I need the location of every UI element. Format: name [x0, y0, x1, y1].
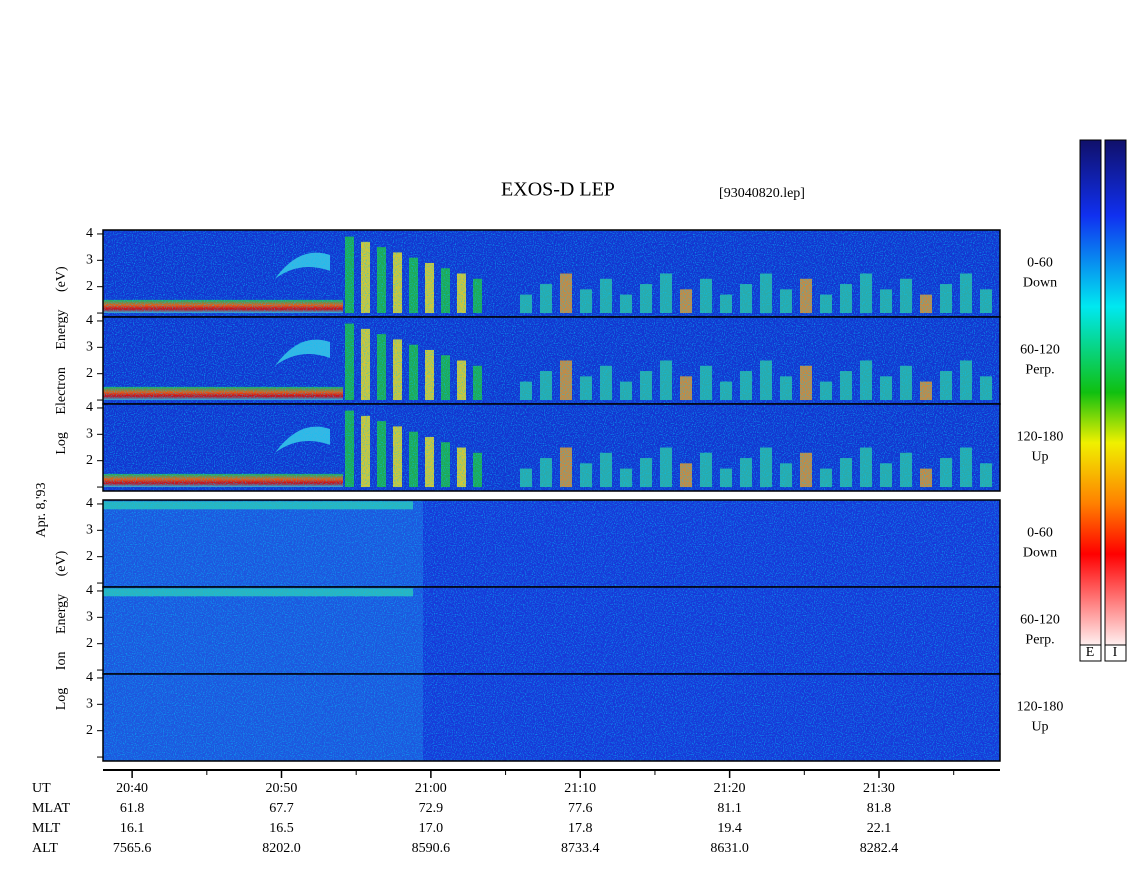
y-tick-label: 3	[86, 253, 93, 268]
panel-label: 0-60	[1027, 256, 1053, 271]
x-tick-label: 21:20	[714, 781, 746, 796]
ephemeris-row-name: UT	[32, 781, 51, 796]
spectrogram-texture	[103, 587, 1000, 674]
colorbar	[1079, 139, 1102, 646]
spectrogram-texture	[103, 317, 1000, 404]
panel-frame	[102, 673, 1001, 762]
colorbar-box	[1104, 644, 1127, 662]
ephemeris-value: 19.4	[717, 821, 742, 836]
ephemeris-value: 17.8	[568, 821, 593, 836]
ephemeris-value: 16.1	[120, 821, 145, 836]
y-tick-label: 3	[86, 697, 93, 712]
ephemeris-row-name: ALT	[32, 841, 58, 856]
ephemeris-value: 22.1	[867, 821, 892, 836]
x-tick-label: 21:10	[564, 781, 596, 796]
ephemeris-value: 72.9	[419, 801, 444, 816]
ephemeris-value: 81.1	[717, 801, 742, 816]
y-tick-label: 3	[86, 427, 93, 442]
y-axis-label: Log Ion Energy (eV)	[54, 550, 69, 710]
y-tick-label: 4	[86, 313, 93, 328]
panel-label: Perp.	[1025, 633, 1054, 648]
panel	[102, 229, 1001, 318]
panel-frame	[102, 403, 1001, 492]
panel	[102, 499, 1001, 588]
y-tick-label: 4	[86, 496, 93, 511]
colorbar-label: I	[1113, 645, 1118, 660]
ephemeris-value: 8202.0	[262, 841, 301, 856]
y-tick-label: 3	[86, 610, 93, 625]
panel	[102, 403, 1001, 492]
y-tick-label: 2	[86, 549, 93, 564]
x-tick-label: 20:50	[266, 781, 298, 796]
y-tick-label: 4	[86, 583, 93, 598]
ephemeris-value: 67.7	[269, 801, 294, 816]
panel-label: 0-60	[1027, 526, 1053, 541]
y-tick-label: 4	[86, 226, 93, 241]
colorbars: E I	[1079, 139, 1127, 662]
panel	[102, 586, 1001, 675]
panel-label: Down	[1023, 276, 1057, 291]
y-tick-label: 2	[86, 636, 93, 651]
colorbar-box	[1079, 644, 1102, 662]
ephemeris-row-name: MLT	[32, 821, 61, 836]
ephemeris-value: 81.8	[867, 801, 892, 816]
x-tick-label: 20:40	[116, 781, 148, 796]
ephemeris-value: 8282.4	[860, 841, 899, 856]
file-label: [93040820.lep]	[719, 186, 805, 201]
y-tick-label: 3	[86, 523, 93, 538]
ephemeris-value: 8590.6	[412, 841, 451, 856]
ephemeris-value: 61.8	[120, 801, 145, 816]
spectrogram-texture	[103, 674, 1000, 761]
panel-label: Down	[1023, 546, 1057, 561]
panel-label: Up	[1031, 720, 1048, 735]
spectrogram-texture	[103, 500, 1000, 587]
y-tick-label: 2	[86, 723, 93, 738]
ephemeris-row-name: MLAT	[32, 801, 71, 816]
x-tick-label: 21:00	[415, 781, 447, 796]
panel	[102, 316, 1001, 405]
y-tick-label: 2	[86, 453, 93, 468]
spectrogram-texture	[103, 404, 1000, 491]
y-tick-label: 4	[86, 670, 93, 685]
ephemeris-value: 77.6	[568, 801, 593, 816]
y-tick-label: 2	[86, 279, 93, 294]
title: EXOS-D LEP	[501, 179, 615, 201]
y-axis-label: Log Electron Energy (eV)	[54, 266, 69, 455]
panel-label: 60-120	[1020, 343, 1060, 358]
date-label: Apr. 8,'93	[34, 482, 49, 537]
colorbar	[1104, 139, 1127, 646]
panel-label: Perp.	[1025, 363, 1054, 378]
colorbar-label: E	[1086, 645, 1095, 660]
panel-label: Up	[1031, 450, 1048, 465]
ephemeris-value: 7565.6	[113, 841, 152, 856]
panel-label: 120-180	[1017, 700, 1064, 715]
y-tick-label: 3	[86, 340, 93, 355]
panel-label: 60-120	[1020, 613, 1060, 628]
ephemeris-value: 8733.4	[561, 841, 600, 856]
ephemeris-value: 16.5	[269, 821, 294, 836]
ephemeris-value: 8631.0	[710, 841, 749, 856]
panel-label: 120-180	[1017, 430, 1064, 445]
y-tick-label: 2	[86, 366, 93, 381]
y-tick-label: 4	[86, 400, 93, 415]
panel	[102, 673, 1001, 762]
x-tick-label: 21:30	[863, 781, 895, 796]
ephemeris-value: 17.0	[419, 821, 444, 836]
spectrogram-texture	[103, 230, 1000, 317]
